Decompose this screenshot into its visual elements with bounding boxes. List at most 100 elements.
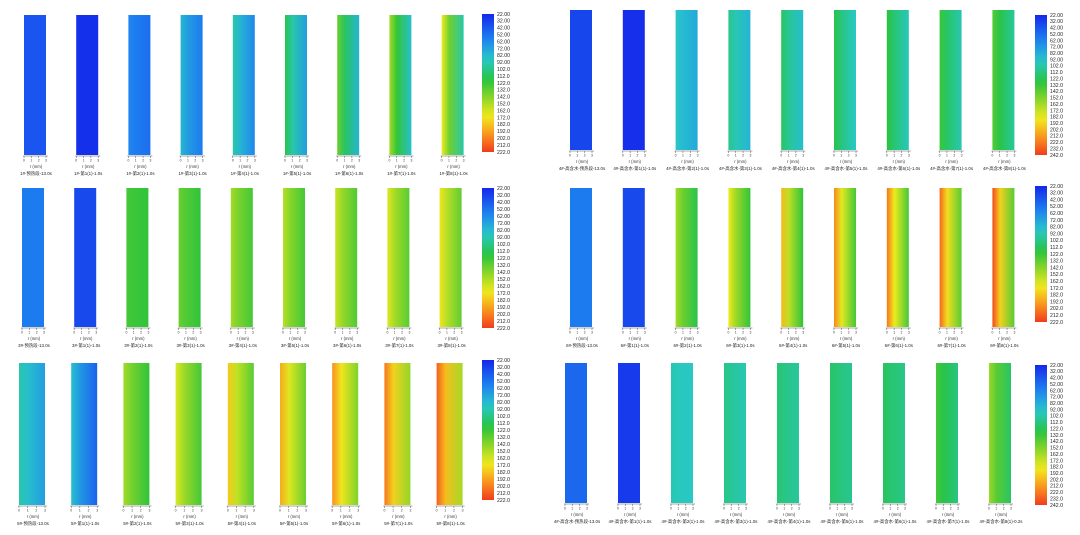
x-axis-label: r (mm) xyxy=(893,159,906,164)
contour-cell xyxy=(337,15,360,155)
x-tick-label: 1 xyxy=(840,331,842,335)
unit-label: 4#-高含水-第6(1)-1.0s xyxy=(874,518,918,525)
x-tick-label: 2 xyxy=(140,509,142,513)
unit-label: 1#-第8(1)-1.0s xyxy=(439,170,468,177)
x-tick-label: 2 xyxy=(401,509,403,513)
colorbar-label: 132.0 xyxy=(1050,83,1063,89)
x-tick-label: 3 xyxy=(745,507,747,511)
x-axis-label: r (mm) xyxy=(341,336,354,341)
colorbar-label: 122.0 xyxy=(1050,426,1063,432)
contour-cell xyxy=(178,188,201,327)
colorbar-label: 222.0 xyxy=(1050,320,1063,326)
x-tick-label: 3 xyxy=(961,154,963,158)
x-tick-label: 0 xyxy=(675,331,677,335)
colorbar-label: 62.00 xyxy=(497,214,510,220)
colorbar-label: 202.0 xyxy=(1050,127,1063,133)
colorbar-label: 132.0 xyxy=(1050,259,1063,265)
x-axis-label: r (mm) xyxy=(681,336,694,341)
x-tick-label: 1 xyxy=(946,331,948,335)
x-tick-label: 3 xyxy=(410,159,412,163)
colorbar-label: 142.0 xyxy=(497,270,510,276)
x-tick-label: 0 xyxy=(569,154,571,158)
x-axis-label: r (mm) xyxy=(340,514,353,519)
colorbar-label: 162.0 xyxy=(1050,279,1063,285)
panel-group-1: 0 1 2 3r (mm)3#-预热段-13.0s0 1 2 3r (mm)3#-第1(1)… xyxy=(18,186,510,349)
unit-label: 4#-高含水-第4(1)-1.0s xyxy=(772,165,816,172)
x-tick-label: 0 xyxy=(127,159,129,163)
x-axis-label: r (mm) xyxy=(576,159,589,164)
x-tick-label: 2 xyxy=(349,331,351,335)
colorbar xyxy=(482,360,494,500)
x-tick-label: 3 xyxy=(644,154,646,158)
x-tick-label: 2 xyxy=(192,331,194,335)
x-tick-label: 1 xyxy=(682,154,684,158)
colorbar-label: 192.0 xyxy=(1050,471,1063,477)
x-tick-label: 0 xyxy=(279,509,281,513)
x-tick-label: 0 xyxy=(21,331,23,335)
unit-label: 3#-第4(1)-1.0s xyxy=(229,342,258,349)
unit-label: 6#-第2(1)-1.0s xyxy=(673,342,702,349)
x-tick-label: 2 xyxy=(584,154,586,158)
colorbar-label: 192.0 xyxy=(497,129,510,135)
x-tick-label: 3 xyxy=(908,331,910,335)
colorbar-label: 222.0 xyxy=(497,498,510,504)
x-tick-label: 3 xyxy=(802,154,804,158)
x-axis-label: r (mm) xyxy=(889,512,902,517)
x-tick-label: 0 xyxy=(336,159,338,163)
x-tick-label: 0 xyxy=(780,154,782,158)
x-tick-label: 1 xyxy=(576,154,578,158)
x-tick-label: 2 xyxy=(299,159,301,163)
colorbar-label: 212.0 xyxy=(497,143,510,149)
colorbar-label: 152.0 xyxy=(1050,446,1063,452)
x-tick-label: 2 xyxy=(453,509,455,513)
x-tick-label: 3 xyxy=(908,154,910,158)
contour-cell xyxy=(22,188,44,327)
x-tick-label: 0 xyxy=(178,331,180,335)
x-tick-label: 1 xyxy=(840,154,842,158)
colorbar-label: 72.00 xyxy=(497,393,510,399)
contour-cell xyxy=(232,15,255,155)
x-tick-label: 2 xyxy=(950,507,952,511)
colorbar-label: 122.0 xyxy=(1050,252,1063,258)
x-tick-label: 1 xyxy=(629,154,631,158)
x-tick-label: 1 xyxy=(396,159,398,163)
x-tick-label: 0 xyxy=(386,331,388,335)
colorbar-label: 62.00 xyxy=(1050,211,1063,217)
contour-cell xyxy=(830,363,852,503)
colorbar-label: 82.00 xyxy=(1050,51,1063,57)
x-tick-label: 1 xyxy=(735,331,737,335)
contour-cell xyxy=(622,10,645,150)
x-tick-label: 2 xyxy=(88,509,90,513)
colorbar-label: 82.00 xyxy=(497,400,510,406)
colorbar-label: 202.0 xyxy=(497,136,510,142)
x-axis-label: r (mm) xyxy=(445,336,458,341)
x-tick-label: 2 xyxy=(245,331,247,335)
x-tick-label: 3 xyxy=(409,509,411,513)
unit-label: 5#-第2(1)-1.0s xyxy=(123,520,152,527)
panel-group-4: 0 1 2 3r (mm)6#-预热段-13.0s0 1 2 3r (mm)6#-第1(1)… xyxy=(566,184,1063,349)
colorbar-label: 22.00 xyxy=(1050,184,1063,190)
contour-cell xyxy=(180,15,203,155)
unit-label: 6#-第7(1)-1.0s xyxy=(937,342,966,349)
x-tick-label: 2 xyxy=(795,331,797,335)
unit-label: 3#-第1(1)-1.0s xyxy=(72,342,101,349)
unit-label: 4#-高含水-预热段-13.0s xyxy=(554,518,601,525)
colorbar-label: 112.0 xyxy=(497,421,510,427)
contour-cell xyxy=(389,15,412,155)
contour-cell xyxy=(675,188,698,327)
x-tick-label: 1 xyxy=(81,331,83,335)
x-tick-label: 0 xyxy=(334,331,336,335)
unit-label: 6#-预热段-13.0s xyxy=(566,342,599,349)
colorbar-label: 232.0 xyxy=(1050,146,1063,152)
unit-label: 6#-第3(1)-1.0s xyxy=(726,342,755,349)
x-tick-label: 3 xyxy=(147,331,149,335)
colorbar-label: 122.0 xyxy=(497,256,510,262)
x-tick-label: 1 xyxy=(995,507,997,511)
x-axis-label: r (mm) xyxy=(836,512,849,517)
x-tick-label: 2 xyxy=(738,507,740,511)
x-tick-label: 2 xyxy=(244,509,246,513)
contour-cell xyxy=(777,363,799,503)
x-tick-label: 3 xyxy=(304,331,306,335)
x-tick-label: 2 xyxy=(844,507,846,511)
contour-cell xyxy=(671,363,693,503)
